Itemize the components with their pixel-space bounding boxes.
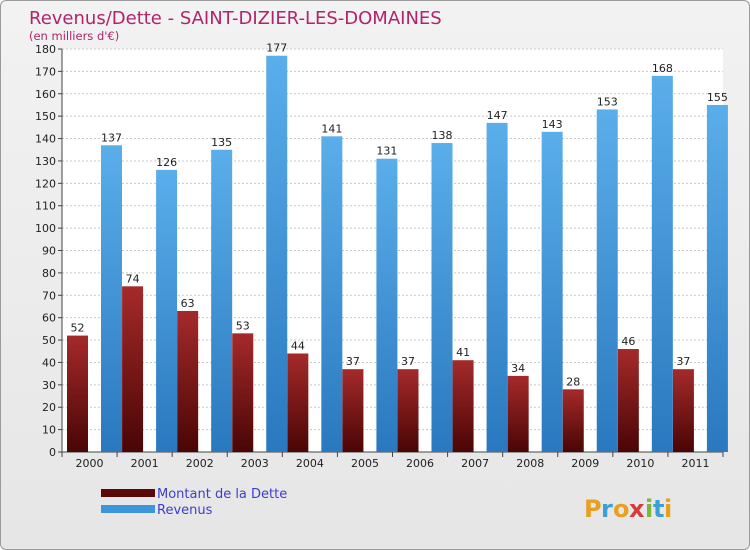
bar-debt [397,369,419,452]
logo-letter: t [653,495,664,523]
x-tick-label: 2002 [186,457,214,470]
data-label-debt: 37 [346,355,360,368]
legend-label-revenue: Revenus [157,503,213,518]
x-tick-label: 2001 [131,457,159,470]
bar-debt [672,369,694,452]
logo-letter: r [601,495,613,523]
x-tick-label: 2009 [571,457,599,470]
y-tick-label: 20 [42,401,56,414]
data-labels: 52 137 74 126 63 135 53 177 44 141 37 131 37 138 41 147… [71,42,728,389]
bar-revenue [431,143,453,453]
data-label-debt: 46 [621,335,635,348]
y-tick-label: 160 [35,88,56,101]
y-tick-label: 100 [35,222,56,235]
logo-letter: i [664,495,672,523]
legend-swatch-revenue [101,505,155,513]
data-label-debt: 63 [181,297,195,310]
y-tick-label: 80 [42,267,56,280]
bar-revenue [376,158,398,452]
data-label-debt: 74 [126,272,140,285]
logo-letter: o [613,495,630,523]
legend-swatch-debt [101,489,155,497]
bar-debt [617,349,639,452]
data-label-revenue: 137 [101,131,122,144]
y-tick-label: 110 [35,200,56,213]
data-label-revenue: 153 [597,95,618,108]
bar-debt [67,335,88,452]
axes: 0 10 20 30 40 50 60 70 80 90 100 110 120 130 140 150 160… [35,43,724,470]
chart-subtitle: (en milliers d'€) [29,29,119,43]
data-label-revenue: 135 [211,136,232,149]
bar-debt [507,375,529,452]
chart-title: Revenus/Dette - SAINT-DIZIER-LES-DOMAINE… [29,8,442,29]
data-label-revenue: 143 [542,118,563,131]
x-tick-label: 2010 [626,457,654,470]
data-label-revenue: 141 [321,122,342,135]
y-tick-label: 140 [35,133,56,146]
data-label-debt: 28 [566,375,580,388]
bar-revenue [101,145,122,452]
logo-letter: i [645,495,653,523]
data-label-revenue: 177 [266,42,287,55]
x-tick-label: 2004 [296,457,324,470]
bar-revenue [211,149,233,452]
data-label-debt: 53 [236,319,250,332]
x-tick-label: 2003 [241,457,269,470]
y-tick-label: 120 [35,177,56,190]
bar-revenue [541,131,563,453]
y-tick-label: 180 [35,43,56,56]
logo-letter: x [629,495,645,523]
data-label-debt: 37 [401,355,415,368]
data-label-revenue: 168 [652,62,673,75]
y-tick-label: 0 [49,446,56,459]
y-tick-label: 60 [42,312,56,325]
y-tick-label: 70 [42,289,56,302]
x-tick-label: 2006 [406,457,434,470]
x-tick-label: 2008 [516,457,544,470]
bar-revenue [156,169,178,452]
data-label-debt: 44 [291,339,305,352]
y-tick-label: 170 [35,65,56,78]
y-tick-label: 10 [42,424,56,437]
bars [67,55,728,453]
y-tick-label: 50 [42,334,56,347]
bar-revenue [321,136,343,453]
bar-debt [287,353,309,452]
y-tick-label: 130 [35,155,56,168]
data-label-revenue: 131 [376,145,397,158]
bar-revenue [706,104,728,452]
bar-debt [562,389,584,452]
bar-debt [232,333,254,452]
data-label-debt: 52 [71,322,85,335]
bar-debt [177,310,199,452]
y-tick-label: 40 [42,356,56,369]
bar-revenue [486,122,508,452]
x-tick-label: 2000 [76,457,104,470]
y-tick-label: 30 [42,379,56,392]
bar-debt [342,369,364,452]
data-label-revenue: 155 [707,91,728,104]
data-label-revenue: 147 [487,109,508,122]
y-tick-label: 150 [35,110,56,123]
bar-debt [122,286,144,452]
x-tick-label: 2011 [681,457,709,470]
x-tick-label: 2005 [351,457,379,470]
bar-revenue [596,109,618,452]
data-label-revenue: 126 [156,156,177,169]
data-label-debt: 37 [676,355,690,368]
bar-revenue [266,55,288,452]
logo-letter: P [584,495,602,523]
y-tick-label: 90 [42,245,56,258]
data-label-debt: 41 [456,346,470,359]
data-label-debt: 34 [511,362,525,375]
x-tick-label: 2007 [461,457,489,470]
bar-debt [452,360,474,452]
data-label-revenue: 138 [432,129,453,142]
bar-revenue [651,75,673,452]
legend-label-debt: Montant de la Dette [157,487,287,502]
